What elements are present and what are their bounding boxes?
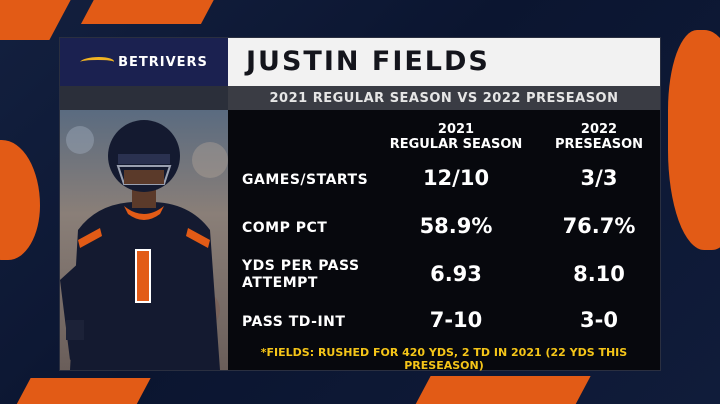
column-header-2022-year: 2022 <box>580 122 618 137</box>
orange-stripe-bottom-left <box>9 378 151 404</box>
row-label-line: PASS TD-INT <box>242 314 346 330</box>
player-name-title: JUSTIN FIELDS <box>246 46 490 77</box>
bear-shape-right <box>668 30 720 250</box>
row-label-line: COMP PCT <box>242 220 328 236</box>
value-2022-yds-per-attempt: 8.10 <box>573 262 625 286</box>
column-header-2022: 2022 PRESEASON <box>544 122 654 152</box>
row-label-line: YDS PER PASS <box>242 258 360 274</box>
row-label-line: GAMES/STARTS <box>242 172 369 188</box>
stats-table: 2021 REGULAR SEASON 2022 PRESEASON GAMES… <box>228 110 660 372</box>
value-2022-games-starts: 3/3 <box>580 166 618 190</box>
rushing-footnote: *FIELDS: RUSHED FOR 420 YDS, 2 TD IN 202… <box>260 346 628 372</box>
player-photo <box>60 110 228 370</box>
orange-stripe-bottom-right <box>409 376 591 404</box>
value-2021-games-starts: 12/10 <box>422 166 490 190</box>
orange-stripe-top <box>80 0 220 24</box>
column-header-2021-year: 2021 <box>437 122 475 137</box>
column-header-2022-type: PRESEASON <box>554 137 644 152</box>
value-2022-comp-pct: 76.7% <box>562 214 636 238</box>
value-2021-comp-pct: 58.9% <box>419 214 493 238</box>
column-header-2021: 2021 REGULAR SEASON <box>386 122 526 152</box>
bear-shape-left <box>0 140 40 260</box>
orange-stripe-left <box>0 0 71 40</box>
header-left-strip <box>60 86 228 110</box>
comparison-subtitle: 2021 REGULAR SEASON VS 2022 PRESEASON <box>228 86 660 110</box>
player-figure <box>60 120 228 370</box>
sponsor-logo: BETRIVERS <box>60 38 228 86</box>
row-label-line: ATTEMPT <box>242 275 318 291</box>
sponsor-logo-text: BETRIVERS <box>118 54 208 70</box>
wave-icon <box>78 57 116 67</box>
stats-card: BETRIVERS JUSTIN FIELDS 2021 REGULAR SEA… <box>60 38 660 372</box>
row-label-pass-td-int: PASS TD-INT <box>242 314 345 331</box>
value-2021-yds-per-attempt: 6.93 <box>430 262 482 286</box>
row-label-yds-per-attempt: YDS PER PASS ATTEMPT <box>242 258 360 292</box>
row-label-games-starts: GAMES/STARTS <box>242 172 368 189</box>
value-2022-pass-td-int: 3-0 <box>580 308 618 332</box>
column-header-2021-type: REGULAR SEASON <box>389 137 523 152</box>
value-2021-pass-td-int: 7-10 <box>429 308 483 332</box>
card-header: BETRIVERS JUSTIN FIELDS <box>60 38 660 86</box>
row-label-comp-pct: COMP PCT <box>242 220 327 237</box>
